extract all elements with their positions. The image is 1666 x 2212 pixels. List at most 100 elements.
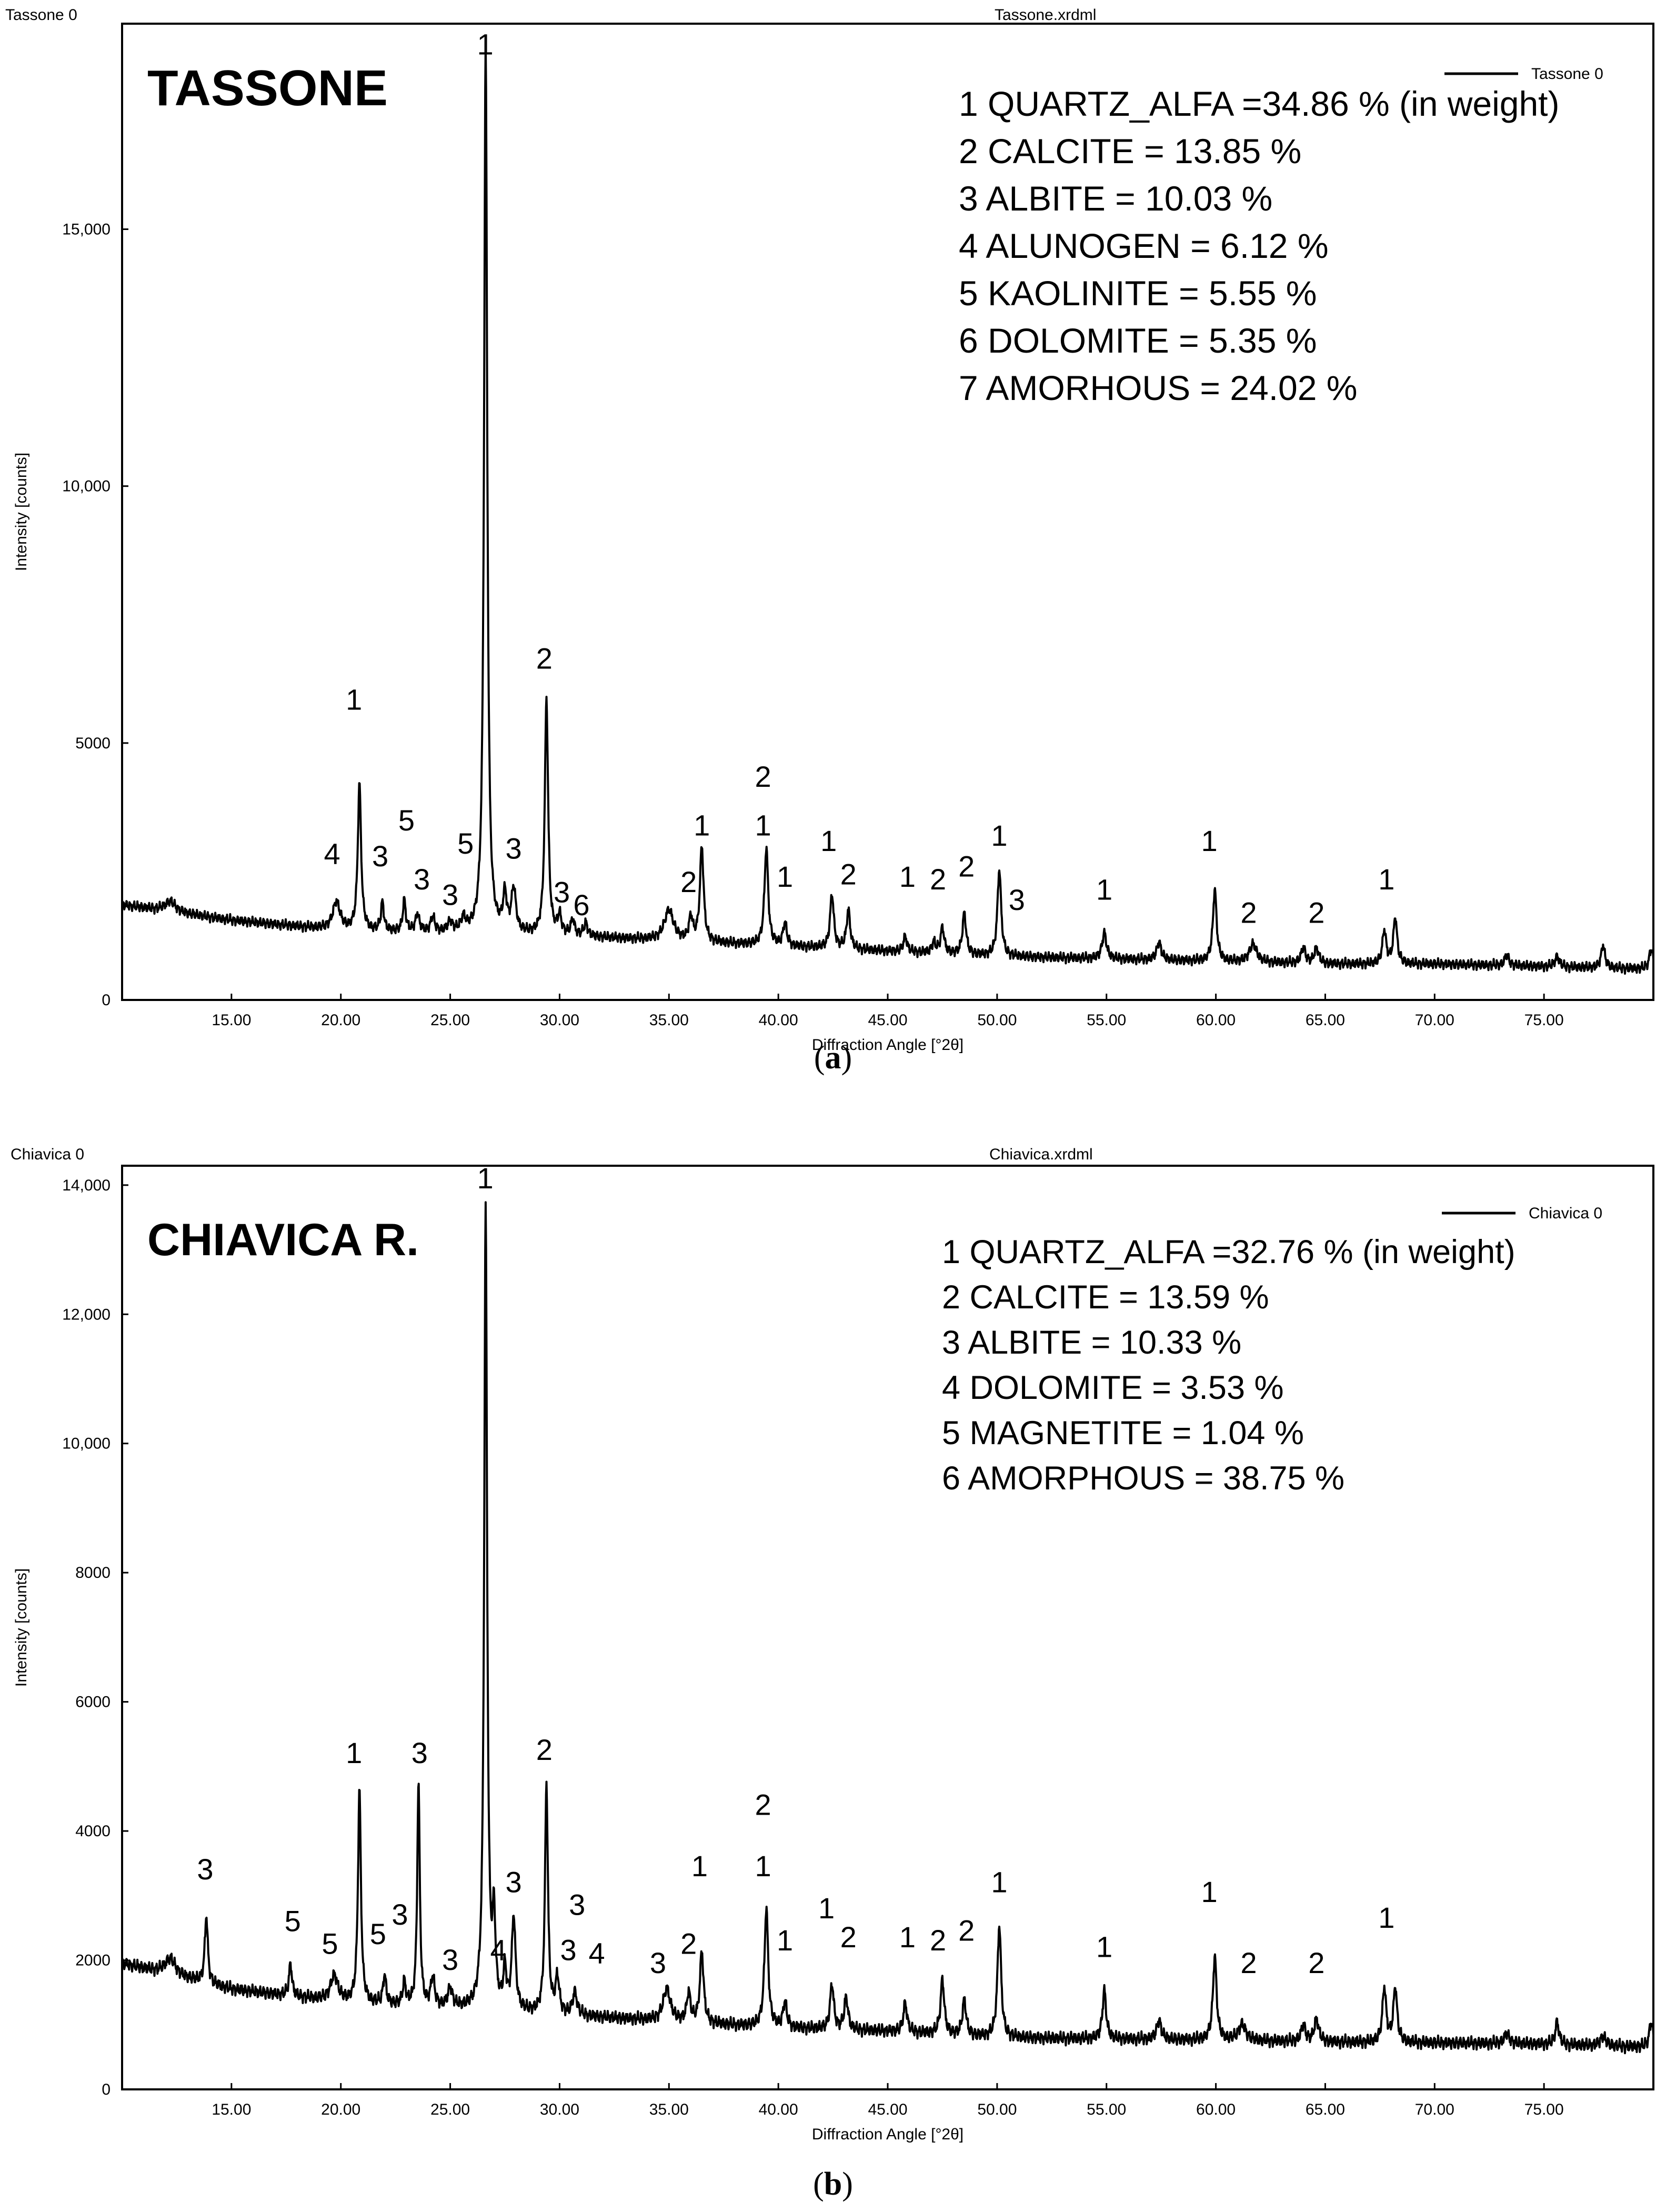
x-tick-label: 30.00 xyxy=(540,2101,579,2118)
peak-label: 4 xyxy=(490,1934,506,1967)
peak-label: 2 xyxy=(680,1927,697,1960)
peak-label: 3 xyxy=(506,832,522,865)
composition-line: 7 AMORHOUS = 24.02 % xyxy=(959,368,1358,407)
y-tick-label: 5000 xyxy=(75,735,111,752)
peak-label: 3 xyxy=(412,1736,428,1769)
y-tick-label: 4000 xyxy=(75,1823,111,1840)
peak-label: 3 xyxy=(569,1888,585,1921)
file-name: Chiavica.xrdml xyxy=(989,1146,1093,1163)
peak-label: 3 xyxy=(442,1943,458,1976)
x-tick-label: 35.00 xyxy=(649,1012,689,1029)
peak-label: 2 xyxy=(755,760,771,793)
x-tick-label: 75.00 xyxy=(1524,2101,1564,2118)
y-tick-label: 10,000 xyxy=(62,478,111,495)
peak-label: 3 xyxy=(392,1898,408,1931)
peak-label: 2 xyxy=(1240,1946,1257,1979)
x-tick-label: 30.00 xyxy=(540,1012,579,1029)
peak-label: 2 xyxy=(958,1914,975,1947)
peak-label: 3 xyxy=(560,1934,576,1967)
sample-label: Chiavica 0 xyxy=(11,1146,85,1163)
x-tick-label: 50.00 xyxy=(977,2101,1017,2118)
composition-line: 6 AMORPHOUS = 38.75 % xyxy=(942,1460,1344,1497)
legend-label: Tassone 0 xyxy=(1531,65,1603,83)
peak-label: 1 xyxy=(777,860,793,893)
peak-label: 1 xyxy=(818,1891,835,1925)
diffraction-pattern-line xyxy=(121,41,1654,975)
sample-title: TASSONE xyxy=(147,60,388,116)
peak-label: 3 xyxy=(1009,883,1025,916)
x-axis-label: Diffraction Angle [°2θ] xyxy=(812,1036,964,1054)
peak-label: 3 xyxy=(554,876,570,909)
sample-title: CHIAVICA R. xyxy=(147,1215,419,1265)
peak-label: 3 xyxy=(442,878,458,911)
composition-line: 1 QUARTZ_ALFA =34.86 % (in weight) xyxy=(959,84,1560,123)
peak-label: 1 xyxy=(991,819,1007,852)
peak-label: 2 xyxy=(1240,896,1257,929)
x-tick-label: 60.00 xyxy=(1196,1012,1236,1029)
peak-label: 1 xyxy=(691,1849,708,1883)
y-tick-label: 14,000 xyxy=(62,1177,111,1194)
x-tick-label: 65.00 xyxy=(1306,2101,1345,2118)
peak-label: 2 xyxy=(1308,1946,1324,1979)
composition-line: 3 ALBITE = 10.03 % xyxy=(959,179,1272,218)
peak-label: 1 xyxy=(1201,1875,1218,1908)
x-tick-label: 55.00 xyxy=(1087,1012,1126,1029)
y-axis-label: Intensity [counts] xyxy=(13,453,30,571)
y-tick-label: 12,000 xyxy=(62,1306,111,1323)
legend-label: Chiavica 0 xyxy=(1529,1205,1602,1222)
x-tick-label: 60.00 xyxy=(1196,2101,1236,2118)
x-tick-label: 45.00 xyxy=(868,2101,907,2118)
peak-label: 2 xyxy=(755,1788,771,1821)
x-tick-label: 15.00 xyxy=(212,1012,251,1029)
peak-label: 1 xyxy=(899,1920,916,1954)
caption-a: (a) xyxy=(814,1040,852,1076)
plot-frame xyxy=(121,23,1654,1001)
peak-label: 2 xyxy=(680,865,697,898)
peak-label: 1 xyxy=(1378,1901,1394,1934)
x-tick-label: 75.00 xyxy=(1524,1012,1564,1029)
y-tick-label: 15,000 xyxy=(62,221,111,238)
peak-label: 6 xyxy=(573,888,589,922)
x-axis-label: Diffraction Angle [°2θ] xyxy=(812,2126,964,2143)
peak-label: 1 xyxy=(755,809,771,842)
peak-label: 5 xyxy=(285,1904,301,1937)
y-axis-label: Intensity [counts] xyxy=(13,1568,30,1687)
xrd-chart-a: 0 5000 10,000 15,000 15.00 20.00 25.00 30.00 35.… xyxy=(13,23,1654,1054)
composition-line: 1 QUARTZ_ALFA =32.76 % (in weight) xyxy=(942,1234,1516,1270)
diffraction-pattern-line xyxy=(121,1201,1654,2055)
peak-label: 4 xyxy=(589,1937,605,1970)
x-tick-label: 45.00 xyxy=(868,1012,907,1029)
x-tick-label: 55.00 xyxy=(1087,2101,1126,2118)
peak-label: 3 xyxy=(372,839,388,873)
x-tick-label: 70.00 xyxy=(1415,2101,1454,2118)
peak-label: 1 xyxy=(1096,1930,1112,1963)
x-tick-label: 25.00 xyxy=(430,2101,470,2118)
panel-b: Chiavica 0 Chiavica.xrdml 0 2000 4000 6000 8… xyxy=(0,1139,1666,2212)
peak-label: 1 xyxy=(346,683,362,716)
peak-label: 5 xyxy=(322,1927,338,1960)
y-tick-label: 0 xyxy=(102,992,111,1009)
peak-label: 4 xyxy=(324,837,340,870)
peak-label: 3 xyxy=(197,1853,213,1886)
x-tick-label: 35.00 xyxy=(649,2101,689,2118)
peak-label: 1 xyxy=(991,1866,1007,1899)
panel-a: Tassone 0 Tassone.xrdml 0 5000 10,000 15,00… xyxy=(0,0,1666,1105)
y-tick-label: 10,000 xyxy=(62,1435,111,1453)
peak-label: 2 xyxy=(958,850,975,883)
peak-label: 1 xyxy=(694,809,710,842)
composition-line: 4 DOLOMITE = 3.53 % xyxy=(942,1369,1284,1406)
peak-label: 1 xyxy=(820,824,837,857)
caption-b: (b) xyxy=(813,2166,853,2202)
peak-label: 2 xyxy=(930,1924,946,1957)
x-tick-label: 40.00 xyxy=(759,2101,798,2118)
peak-label: 2 xyxy=(1308,896,1324,929)
x-tick-label: 65.00 xyxy=(1306,1012,1345,1029)
plot-frame xyxy=(121,1165,1654,2090)
composition-line: 3 ALBITE = 10.33 % xyxy=(942,1324,1241,1361)
peak-label: 2 xyxy=(840,1920,857,1954)
x-tick-label: 15.00 xyxy=(212,2101,251,2118)
x-tick-label: 50.00 xyxy=(977,1012,1017,1029)
peak-label: 3 xyxy=(506,1866,522,1899)
xrd-chart-b: 0 2000 4000 6000 8000 10,000 12,000 14,000 15.00… xyxy=(13,1162,1654,2143)
peak-label: 2 xyxy=(930,863,946,896)
